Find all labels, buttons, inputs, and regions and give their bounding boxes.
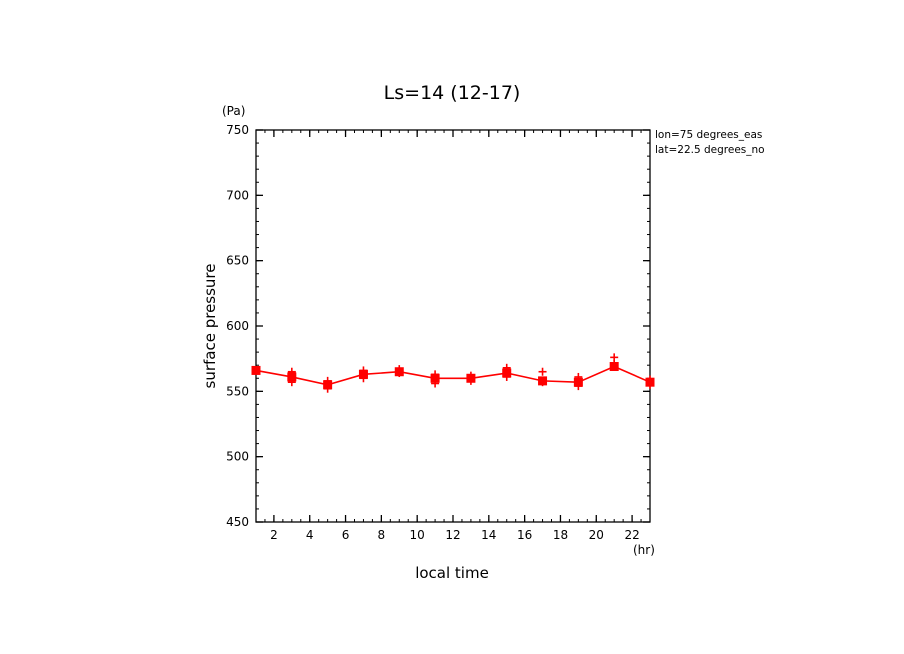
annotation-lon: lon=75 degrees_eas — [655, 129, 762, 141]
scatter-plus-point — [323, 376, 332, 385]
annotation-lat: lat=22.5 degrees_no — [655, 144, 765, 156]
y-unit-label: (Pa) — [222, 104, 245, 118]
scatter-plus-point — [574, 382, 583, 391]
chart-title: Ls=14 (12-17) — [384, 82, 521, 104]
y-tick-label: 500 — [226, 450, 249, 464]
scatter-plus-point — [538, 367, 547, 376]
x-unit-label: (hr) — [633, 543, 655, 557]
scatter-plus-point — [287, 378, 296, 387]
scatter-plus-point — [502, 372, 511, 381]
scatter-plus-point — [431, 370, 440, 379]
scatter-plus-point — [323, 384, 332, 393]
y-tick-label: 750 — [226, 123, 249, 137]
y-tick-label: 700 — [226, 188, 249, 202]
x-tick-label: 16 — [517, 528, 532, 542]
series-line-0 — [255, 365, 651, 386]
scatter-plus-point — [395, 369, 404, 378]
x-tick-label: 14 — [481, 528, 496, 542]
scatter-plus-point — [431, 379, 440, 388]
x-tick-label: 10 — [410, 528, 425, 542]
series-point — [251, 365, 261, 375]
x-tick-label: 6 — [342, 528, 350, 542]
scatter-plus-point — [574, 372, 583, 381]
y-tick-label: 600 — [226, 319, 249, 333]
series-point — [287, 372, 297, 382]
scatter-plus-point — [287, 367, 296, 376]
plot-frame — [255, 129, 651, 523]
scatter-plus-point — [538, 378, 547, 387]
x-tick-label: 2 — [270, 528, 278, 542]
scatter-plus-point — [502, 363, 511, 372]
x-tick-label: 18 — [553, 528, 568, 542]
y-tick-label: 450 — [226, 515, 249, 529]
y-axis-label: surface pressure — [201, 264, 219, 389]
scatter-plus-point — [646, 380, 654, 389]
scatter-plus-point — [359, 374, 368, 383]
x-tick-label: 22 — [624, 528, 639, 542]
scatter-plus-point — [466, 376, 475, 385]
x-tick-label: 20 — [589, 528, 604, 542]
x-axis-label: local time — [415, 564, 489, 582]
x-tick-label: 12 — [445, 528, 460, 542]
scatter-plus-point — [610, 359, 619, 368]
x-tick-label: 8 — [378, 528, 386, 542]
scatter-plus-point — [359, 366, 368, 375]
x-tick-label: 4 — [306, 528, 314, 542]
y-tick-label: 550 — [226, 384, 249, 398]
y-tick-label: 650 — [226, 254, 249, 268]
